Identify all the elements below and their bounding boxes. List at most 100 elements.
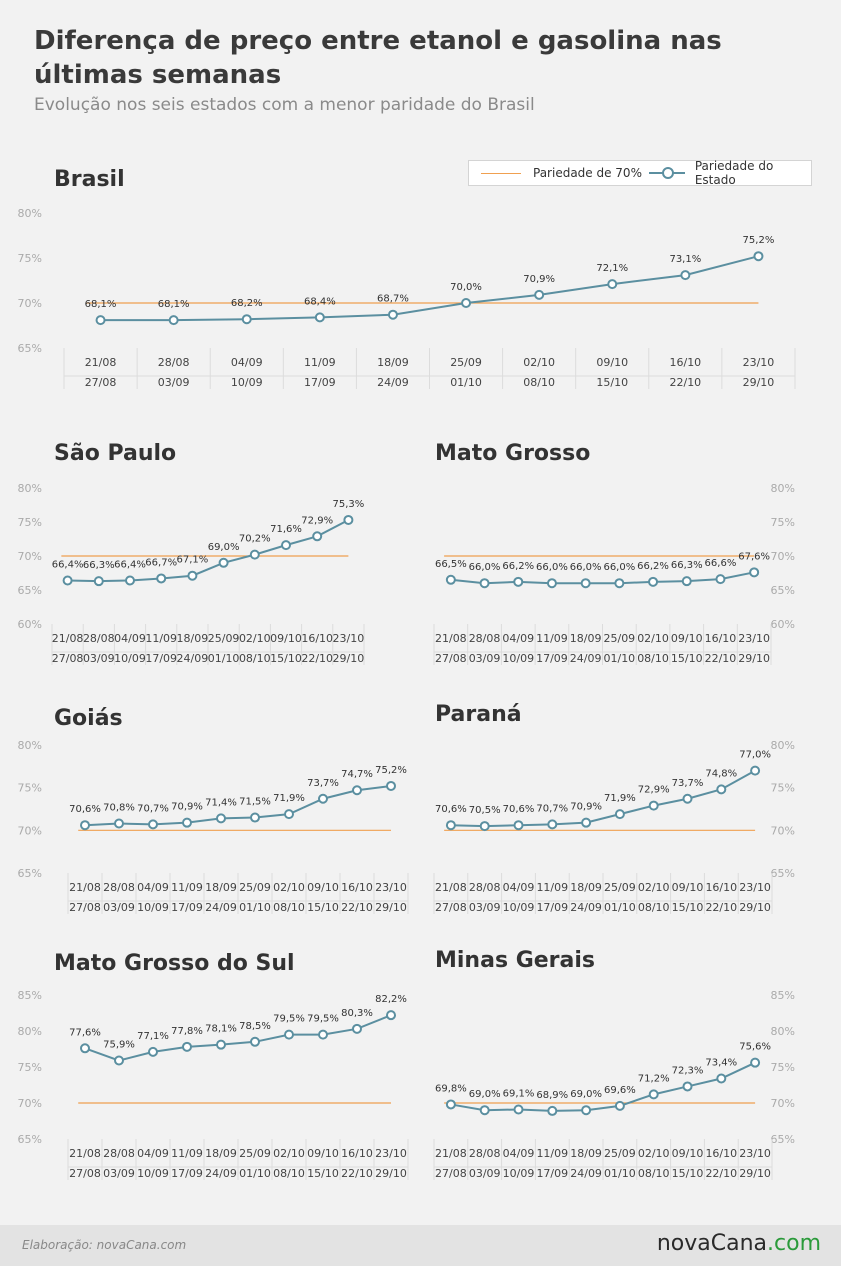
data-label: 67,6% [738,551,770,562]
x-tick-label-start: 09/10 [596,356,628,369]
data-point [314,312,325,323]
x-tick-label-start: 02/10 [239,632,271,645]
footer-credit: Elaboração: novaCana.com [22,1238,187,1252]
y-tick-label: 60% [18,618,42,631]
page-title: Diferença de preço entre etanol e gasoli… [34,26,722,90]
data-point [318,793,328,804]
data-label: 66,5% [435,559,467,570]
x-tick-label-end: 10/09 [137,1167,169,1180]
x-tick-label-start: 02/10 [638,1147,670,1160]
data-point [715,574,726,585]
data-point [156,573,167,584]
data-point [445,1099,456,1110]
data-label: 74,7% [341,769,373,780]
x-tick-label-end: 01/10 [239,1167,271,1180]
data-point [218,557,229,568]
data-point [386,1010,396,1021]
data-point [386,780,396,791]
data-label: 68,1% [158,299,190,310]
x-tick-label-start: 16/10 [705,1147,737,1160]
x-tick-label-end: 22/10 [705,901,737,914]
y-tick-label: 80% [18,1025,42,1038]
data-label: 66,0% [603,562,635,573]
x-tick-label-start: 23/10 [375,1147,407,1160]
data-label: 73,1% [669,254,701,265]
x-tick-label-end: 27/08 [69,1167,101,1180]
data-label: 66,0% [536,562,568,573]
x-tick-label-start: 25/09 [604,881,636,894]
data-point [534,289,545,300]
x-tick-label-end: 29/10 [333,652,365,665]
y-tick-label: 70% [18,550,42,563]
data-label: 73,7% [307,778,339,789]
x-tick-label-end: 10/09 [137,901,169,914]
data-label: 67,1% [177,555,209,566]
data-label: 71,2% [638,1073,670,1084]
chart-title: Mato Grosso [435,441,590,466]
x-tick-label-end: 08/10 [239,652,271,665]
data-label: 68,2% [231,298,263,309]
data-label: 77,6% [69,1027,101,1038]
x-tick-label-start: 21/08 [69,881,101,894]
data-label: 69,1% [503,1088,535,1099]
data-point [216,813,226,824]
data-label: 66,0% [469,562,501,573]
x-tick-label-end: 24/09 [570,1167,602,1180]
x-tick-label-start: 02/10 [637,632,669,645]
data-label: 66,3% [671,560,703,571]
x-tick-label-end: 10/09 [114,652,146,665]
series-line [100,255,759,322]
x-tick-label-start: 18/09 [377,356,409,369]
data-point [547,819,558,830]
data-point [479,821,490,832]
x-tick-label-start: 23/10 [739,881,771,894]
x-tick-label-end: 27/08 [52,652,84,665]
y-tick-label: 80% [771,1025,795,1038]
x-tick-label-start: 11/09 [171,1147,203,1160]
x-tick-label-start: 21/08 [435,881,467,894]
x-tick-label-end: 01/10 [604,1167,636,1180]
x-tick-label-end: 29/10 [743,376,775,389]
y-tick-label: 75% [18,1061,42,1074]
x-tick-label-start: 11/09 [145,632,177,645]
data-point [114,1055,124,1066]
threshold-line-swatch [481,172,521,174]
x-tick-label-end: 17/09 [171,901,203,914]
y-tick-label: 65% [18,1133,42,1146]
x-tick-label-start: 16/10 [341,881,373,894]
data-point [445,574,456,585]
x-tick-label-start: 09/10 [307,1147,339,1160]
x-tick-label-end: 22/10 [705,652,737,665]
x-tick-label-start: 25/09 [450,356,482,369]
x-tick-label-start: 04/09 [137,881,169,894]
x-tick-label-end: 03/09 [103,901,135,914]
data-point [62,575,73,586]
y-tick-label: 75% [771,1061,795,1074]
data-label: 66,2% [637,561,669,572]
x-tick-label-start: 16/10 [341,1147,373,1160]
data-label: 70,6% [69,804,101,815]
data-label: 78,5% [239,1021,271,1032]
data-point [114,818,124,829]
data-label: 70,7% [536,803,568,814]
x-tick-label-start: 28/08 [469,1147,501,1160]
x-tick-label-start: 23/10 [333,632,365,645]
y-tick-label: 85% [771,989,795,1002]
data-label: 70,8% [103,803,135,814]
data-label: 70,7% [137,803,169,814]
data-label: 75,2% [375,765,407,776]
y-tick-label: 70% [18,824,42,837]
data-label: 68,1% [85,299,117,310]
data-point [95,315,106,326]
x-tick-label-end: 08/10 [273,1167,305,1180]
data-point [148,1046,158,1057]
data-label: 66,2% [502,561,534,572]
x-tick-label-start: 02/10 [638,881,670,894]
x-tick-label-end: 24/09 [177,652,209,665]
data-label: 78,1% [205,1024,237,1035]
x-tick-label-start: 28/08 [83,632,115,645]
x-tick-label-start: 25/09 [239,1147,271,1160]
legend-item-series: Pariedade do Estado [649,159,811,187]
x-tick-label-end: 08/10 [273,901,305,914]
data-point [614,1100,625,1111]
